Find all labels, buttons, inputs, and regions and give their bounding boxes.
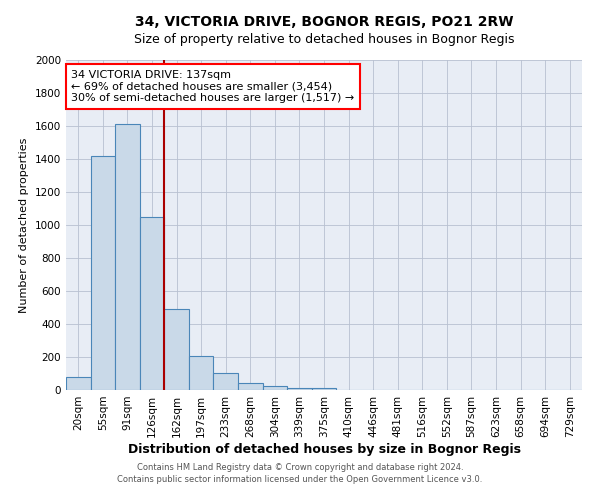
Bar [312,388,336,390]
Y-axis label: Number of detached properties: Number of detached properties [19,138,29,312]
Bar [66,377,91,390]
Text: 34, VICTORIA DRIVE, BOGNOR REGIS, PO21 2RW: 34, VICTORIA DRIVE, BOGNOR REGIS, PO21 2… [135,15,513,29]
Text: Contains HM Land Registry data © Crown copyright and database right 2024.: Contains HM Land Registry data © Crown c… [137,464,463,472]
Text: Contains public sector information licensed under the Open Government Licence v3: Contains public sector information licen… [118,474,482,484]
Bar [115,124,140,390]
Bar [164,309,189,390]
Bar [287,388,312,390]
Text: Size of property relative to detached houses in Bognor Regis: Size of property relative to detached ho… [134,32,514,46]
Bar [263,386,287,390]
X-axis label: Distribution of detached houses by size in Bognor Regis: Distribution of detached houses by size … [128,442,521,456]
Bar [214,372,238,390]
Text: 34 VICTORIA DRIVE: 137sqm
← 69% of detached houses are smaller (3,454)
30% of se: 34 VICTORIA DRIVE: 137sqm ← 69% of detac… [71,70,355,103]
Bar [91,156,115,390]
Bar [140,217,164,390]
Bar [238,382,263,390]
Bar [189,356,214,390]
